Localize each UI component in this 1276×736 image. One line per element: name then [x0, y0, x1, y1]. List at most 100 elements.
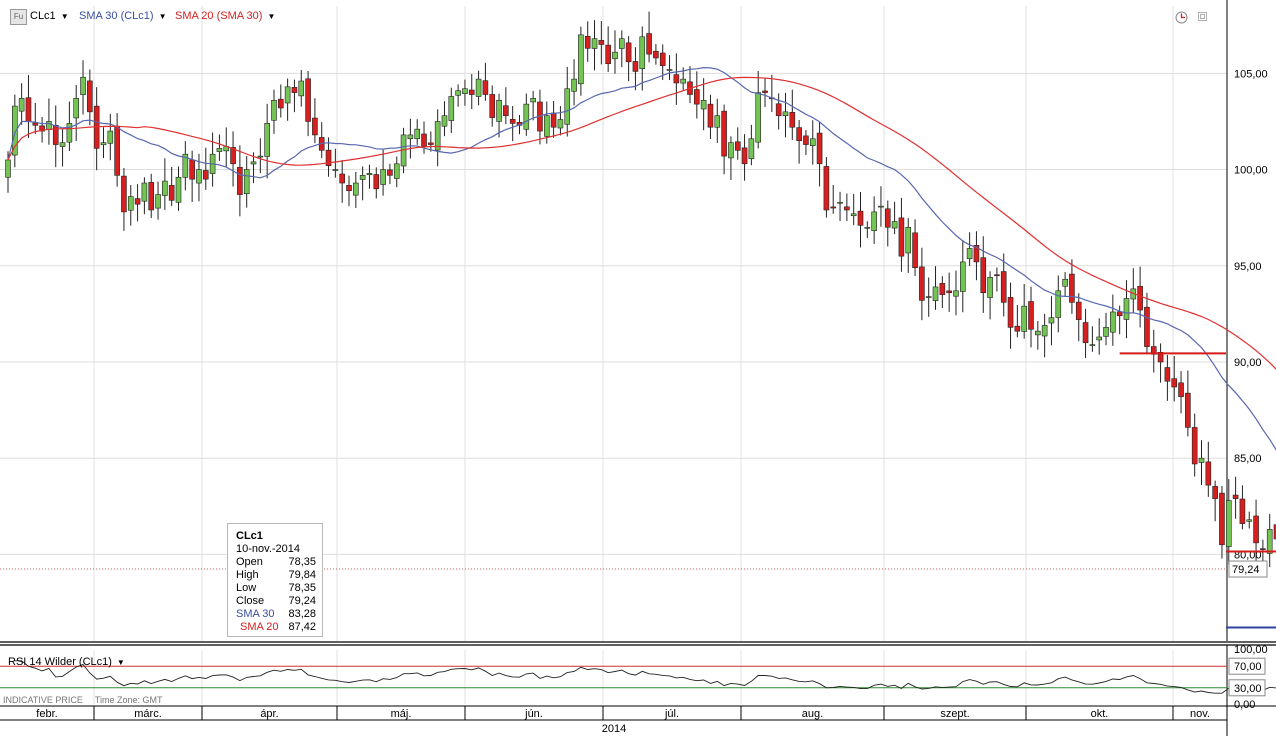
candle — [73, 85, 79, 141]
candle — [666, 55, 673, 81]
candle-body — [891, 221, 898, 229]
candle — [898, 197, 905, 272]
candle-body — [639, 36, 646, 69]
candle — [612, 30, 618, 74]
maximize-icon[interactable] — [1198, 12, 1208, 22]
sma20-selector[interactable]: SMA 20 (SMA 30) ▼ — [175, 10, 275, 22]
candle-body — [250, 161, 257, 165]
candle-body — [468, 89, 475, 95]
candle-body — [1028, 301, 1034, 330]
candle — [884, 200, 891, 247]
candle — [803, 130, 809, 155]
candle-body — [380, 169, 386, 185]
chevron-down-icon[interactable]: ▼ — [158, 12, 167, 21]
chevron-down-icon[interactable]: ▼ — [116, 658, 125, 667]
candle — [148, 173, 155, 219]
sma30-selector[interactable]: SMA 30 (CLc1) ▼ — [79, 10, 167, 22]
indicative-note: INDICATIVE PRICE Time Zone: GMT — [3, 695, 163, 705]
candle-body — [353, 182, 359, 196]
candle — [837, 191, 843, 222]
candle — [216, 134, 223, 161]
candle — [618, 30, 625, 68]
candle — [1178, 371, 1184, 414]
candle-body — [482, 80, 489, 95]
candle — [1062, 272, 1068, 297]
candle — [816, 121, 823, 187]
candle-body — [618, 38, 625, 49]
rsi-tick-label: 0,00 — [1234, 699, 1255, 711]
candle — [182, 141, 189, 191]
candle-body — [625, 42, 632, 63]
candle-body — [339, 173, 345, 184]
symbol-selector[interactable]: CLc1 ▼ — [30, 10, 69, 22]
candle-body — [1062, 278, 1068, 287]
month-label: aug. — [802, 708, 823, 720]
high-label: High — [236, 569, 259, 581]
candle-body — [393, 163, 400, 179]
chevron-down-icon[interactable]: ▼ — [60, 12, 69, 21]
candle-body — [1014, 325, 1021, 332]
candle-body — [850, 213, 857, 217]
open-label: Open — [236, 556, 263, 568]
candle-body — [271, 99, 277, 121]
month-label: márc. — [134, 708, 162, 720]
candle-body — [830, 206, 837, 209]
rsi-level-box — [1228, 679, 1266, 697]
candle — [844, 193, 850, 222]
candle-body — [39, 125, 45, 132]
candle-body — [277, 98, 284, 109]
candle-body — [332, 169, 339, 171]
candle — [141, 177, 148, 215]
candle-body — [162, 180, 168, 196]
candle — [93, 87, 100, 171]
candle-body — [298, 80, 305, 97]
sma20-label: SMA 20 (SMA 30) — [175, 10, 263, 22]
candle — [496, 93, 502, 138]
candle — [953, 270, 959, 316]
candle — [1171, 356, 1178, 402]
candle-body — [1253, 515, 1259, 544]
candle-body — [748, 138, 755, 159]
candle — [387, 163, 393, 185]
candle — [523, 93, 530, 136]
candle-body — [455, 90, 461, 96]
candle-body — [1096, 336, 1102, 341]
candle-body — [1137, 285, 1143, 311]
candle-body — [237, 166, 243, 195]
candle — [312, 98, 318, 144]
candle — [509, 106, 516, 142]
candle — [448, 87, 455, 134]
candle-body — [1007, 297, 1014, 328]
candle — [878, 186, 884, 227]
candle — [939, 276, 946, 309]
candle — [46, 98, 52, 145]
candle — [1137, 266, 1143, 328]
chevron-down-icon[interactable]: ▼ — [267, 12, 276, 21]
candle — [700, 78, 707, 131]
infobox-date: 10-nov.-2014 — [236, 543, 301, 555]
candle — [905, 218, 912, 273]
month-label: máj. — [391, 708, 412, 720]
rsi-header[interactable]: RSI 14 Wilder (CLc1) ▼ — [8, 656, 125, 668]
candle-body — [994, 274, 1000, 277]
candle — [1028, 286, 1034, 348]
clock-icon[interactable] — [1175, 11, 1188, 24]
y-tick-label: 90,00 — [1234, 357, 1262, 369]
candle — [591, 20, 598, 71]
candle-body — [325, 149, 332, 167]
candle — [1198, 440, 1205, 486]
candle-body — [884, 208, 891, 228]
candle-body — [141, 182, 148, 202]
candle — [59, 129, 66, 167]
candle-body — [878, 205, 884, 208]
candle-body — [291, 87, 298, 93]
sma30-info-label: SMA 30 — [236, 608, 275, 620]
candle-body — [243, 169, 250, 194]
month-label: jún. — [524, 708, 543, 720]
pane-gap — [0, 641, 1276, 645]
candle-body — [898, 217, 905, 257]
open-value: 78,35 — [288, 556, 316, 568]
candle-body — [475, 78, 482, 97]
candle-body — [1225, 500, 1232, 547]
